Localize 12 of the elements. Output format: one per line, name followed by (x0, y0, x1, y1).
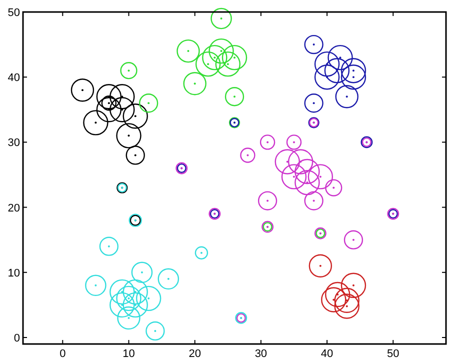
x-tick-label: 20 (188, 348, 201, 360)
x-tick-label: 40 (320, 348, 334, 360)
y-tick-label: 20 (8, 202, 20, 214)
y-tick-label: 40 (8, 72, 20, 84)
y-tick-label: 0 (14, 332, 20, 344)
y-tick-label: 50 (8, 7, 20, 19)
y-tick-label: 10 (8, 267, 20, 280)
x-tick-label: 0 (60, 348, 66, 360)
x-tick-label: 30 (254, 348, 268, 360)
x-tick-label: 10 (122, 348, 135, 360)
y-tick-label: 30 (8, 137, 20, 150)
x-tick-label: 50 (387, 348, 400, 360)
